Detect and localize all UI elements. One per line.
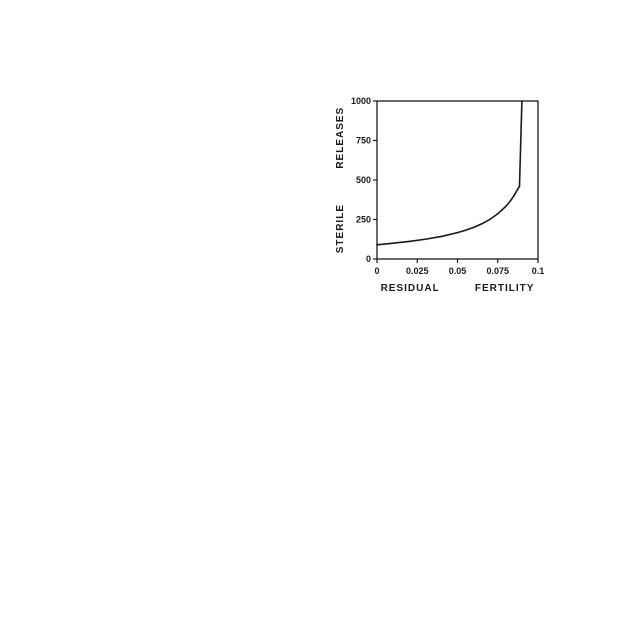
data-point [505, 205, 507, 208]
data-point [440, 235, 443, 238]
data-point [424, 238, 427, 241]
y-tick-label: 1000 [351, 96, 371, 106]
data-point [488, 218, 491, 221]
x-tick-label: 0.075 [486, 266, 509, 276]
data-point [496, 213, 499, 215]
data-point [472, 226, 475, 229]
series-line [376, 100, 523, 246]
data-point [509, 199, 512, 202]
y-axis-title: STERILE RELEASES [335, 107, 346, 253]
x-tick-label: 0.05 [449, 266, 467, 276]
data-point [516, 189, 518, 192]
data-point [376, 243, 378, 246]
data-point [392, 242, 394, 244]
data-point [521, 100, 523, 102]
data-point [513, 195, 515, 197]
data-point [408, 240, 411, 243]
x-axis-title: RESIDUAL FERTILITY [381, 283, 535, 294]
x-tick-label: 0.025 [406, 266, 429, 276]
data-point [456, 231, 459, 234]
x-tick-label: 0.1 [532, 266, 545, 276]
plot-frame [376, 100, 539, 260]
data-point [518, 185, 521, 188]
y-tick-label: 750 [356, 136, 371, 146]
data-point [464, 229, 467, 232]
series-layer [376, 100, 523, 246]
y-tick-label: 0 [366, 254, 371, 264]
x-tick-label: 0 [374, 266, 379, 276]
data-point [480, 223, 483, 225]
axes: 0 0.025 0.05 0.075 0.1 0 250 500 750 1000 [351, 96, 544, 276]
y-tick-label: 500 [356, 175, 371, 185]
y-tick-label: 250 [356, 215, 371, 225]
